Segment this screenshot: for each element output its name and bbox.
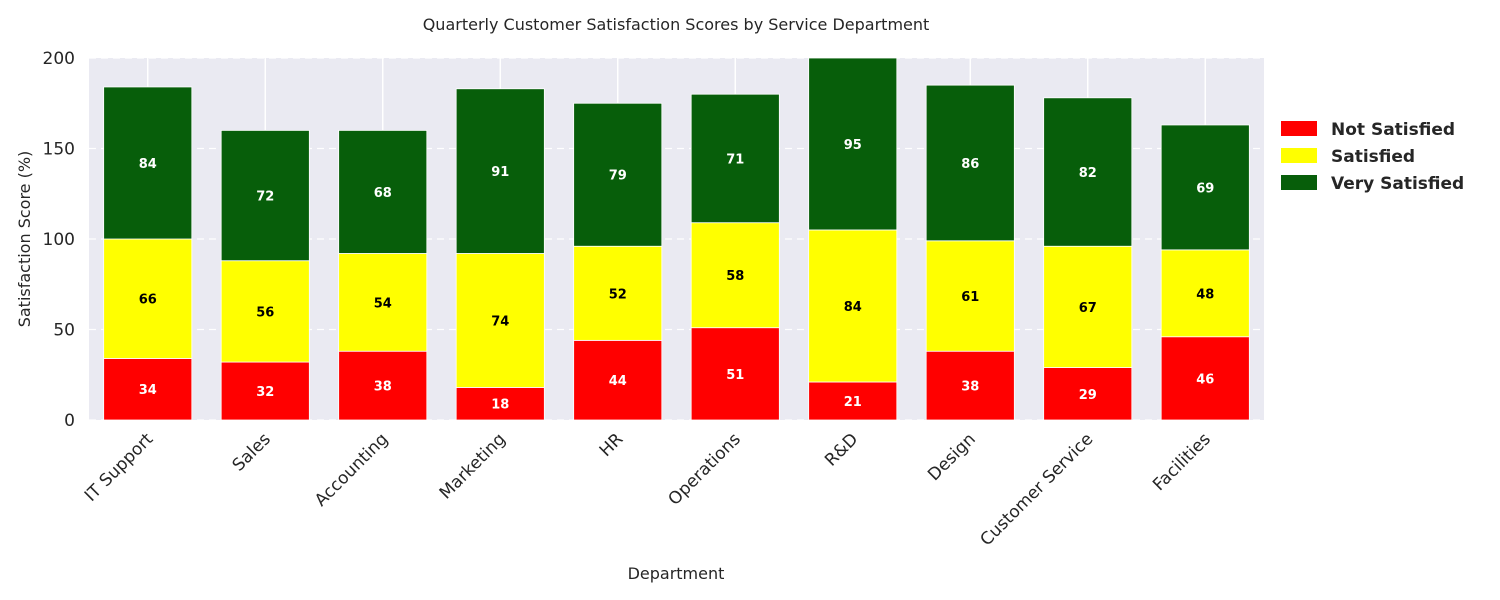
- bar-sales-not-satisfied: [220, 361, 310, 421]
- value-label-r-d-very-satisfied: 95: [844, 138, 862, 153]
- legend-swatch-satisfied: [1281, 148, 1317, 163]
- value-label-facilities-very-satisfied: 69: [1196, 181, 1214, 196]
- value-label-sales-satisfied: 56: [256, 305, 274, 320]
- value-label-facilities-not-satisfied: 46: [1196, 372, 1214, 387]
- x-tick-label-r-d: R&D: [821, 429, 862, 470]
- bar-facilities-not-satisfied: [1160, 336, 1250, 421]
- bar-it-support-not-satisfied: [103, 358, 193, 421]
- legend: Not Satisfied Satisfied Very Satisfied: [1281, 120, 1464, 194]
- bar-accounting-very-satisfied: [338, 129, 428, 254]
- value-label-sales-very-satisfied: 72: [256, 190, 274, 205]
- value-label-r-d-not-satisfied: 21: [844, 395, 862, 410]
- value-label-r-d-satisfied: 84: [844, 300, 862, 315]
- value-label-marketing-very-satisfied: 91: [491, 165, 509, 180]
- bar-facilities-very-satisfied: [1160, 124, 1250, 251]
- bar-facilities-satisfied: [1160, 249, 1250, 338]
- bar-hr-satisfied: [573, 245, 663, 341]
- value-label-hr-very-satisfied: 79: [609, 169, 627, 184]
- x-tick-label-design: Design: [924, 429, 980, 485]
- value-label-it-support-very-satisfied: 84: [139, 157, 157, 172]
- y-axis-ticks: 0 50 100 150 200: [43, 49, 75, 431]
- bar-hr-very-satisfied: [573, 102, 663, 247]
- bar-accounting-satisfied: [338, 253, 428, 352]
- bar-customer-service-very-satisfied: [1043, 97, 1133, 247]
- bar-sales-very-satisfied: [220, 129, 310, 262]
- value-label-design-satisfied: 61: [961, 290, 979, 305]
- value-label-sales-not-satisfied: 32: [256, 385, 274, 400]
- y-tick-label: 200: [43, 49, 75, 69]
- legend-label-satisfied: Satisfied: [1331, 147, 1415, 167]
- value-label-marketing-satisfied: 74: [491, 314, 509, 329]
- legend-swatch-not-satisfied: [1281, 121, 1317, 136]
- bar-sales-satisfied: [220, 260, 310, 363]
- x-axis-label: Department: [628, 564, 725, 583]
- bar-design-satisfied: [925, 240, 1015, 352]
- value-label-design-not-satisfied: 38: [961, 380, 979, 395]
- x-tick-label-hr: HR: [596, 429, 628, 461]
- y-tick-label: 50: [53, 321, 75, 341]
- value-label-facilities-satisfied: 48: [1196, 287, 1214, 302]
- value-label-operations-satisfied: 58: [726, 269, 744, 284]
- bar-operations-satisfied: [690, 222, 780, 329]
- value-labels: 34 66 84 32 56 72 38 54 68 18 74 91 44 52 79 51 58 71 21 84…: [139, 138, 1215, 413]
- value-label-it-support-not-satisfied: 34: [139, 383, 157, 398]
- value-label-customer-service-satisfied: 67: [1079, 301, 1097, 316]
- x-tick-label-marketing: Marketing: [436, 429, 510, 503]
- x-tick-label-it-support: IT Support: [81, 429, 158, 506]
- value-label-hr-satisfied: 52: [609, 287, 627, 302]
- x-tick-label-sales: Sales: [229, 429, 275, 475]
- bar-r-d-very-satisfied: [808, 57, 898, 231]
- x-axis-ticks: IT Support Sales Accounting Marketing HR Oper…: [81, 429, 1215, 550]
- value-label-hr-not-satisfied: 44: [609, 374, 627, 389]
- x-tick-label-facilities: Facilities: [1149, 429, 1215, 495]
- bar-hr-not-satisfied: [573, 339, 663, 421]
- bars: [103, 57, 1250, 421]
- value-label-customer-service-not-satisfied: 29: [1079, 388, 1097, 403]
- legend-swatch-very-satisfied: [1281, 175, 1317, 190]
- bar-r-d-satisfied: [808, 229, 898, 383]
- value-label-accounting-satisfied: 54: [374, 296, 392, 311]
- value-label-accounting-very-satisfied: 68: [374, 186, 392, 201]
- bar-marketing-not-satisfied: [455, 387, 545, 421]
- bar-design-very-satisfied: [925, 84, 1015, 242]
- value-label-operations-not-satisfied: 51: [726, 368, 744, 383]
- value-label-marketing-not-satisfied: 18: [491, 398, 509, 413]
- value-label-it-support-satisfied: 66: [139, 293, 157, 308]
- y-tick-label: 100: [43, 230, 75, 250]
- x-tick-label-operations: Operations: [665, 429, 745, 509]
- value-label-customer-service-very-satisfied: 82: [1079, 166, 1097, 181]
- y-axis-label: Satisfaction Score (%): [15, 151, 34, 328]
- bar-r-d-not-satisfied: [808, 381, 898, 421]
- value-label-design-very-satisfied: 86: [961, 157, 979, 172]
- legend-label-not-satisfied: Not Satisfied: [1331, 120, 1455, 140]
- y-tick-label: 150: [43, 140, 75, 160]
- value-label-operations-very-satisfied: 71: [726, 152, 744, 167]
- legend-label-very-satisfied: Very Satisfied: [1331, 174, 1464, 194]
- value-label-accounting-not-satisfied: 38: [374, 380, 392, 395]
- bar-marketing-very-satisfied: [455, 88, 545, 254]
- bar-it-support-very-satisfied: [103, 86, 193, 240]
- bar-accounting-not-satisfied: [338, 350, 428, 421]
- bar-marketing-satisfied: [455, 253, 545, 388]
- y-tick-label: 0: [64, 411, 75, 431]
- bar-customer-service-satisfied: [1043, 245, 1133, 368]
- chart-title: Quarterly Customer Satisfaction Scores b…: [423, 15, 930, 34]
- x-tick-label-customer-service: Customer Service: [977, 429, 1098, 550]
- bar-operations-very-satisfied: [690, 93, 780, 224]
- x-tick-label-accounting: Accounting: [311, 429, 392, 510]
